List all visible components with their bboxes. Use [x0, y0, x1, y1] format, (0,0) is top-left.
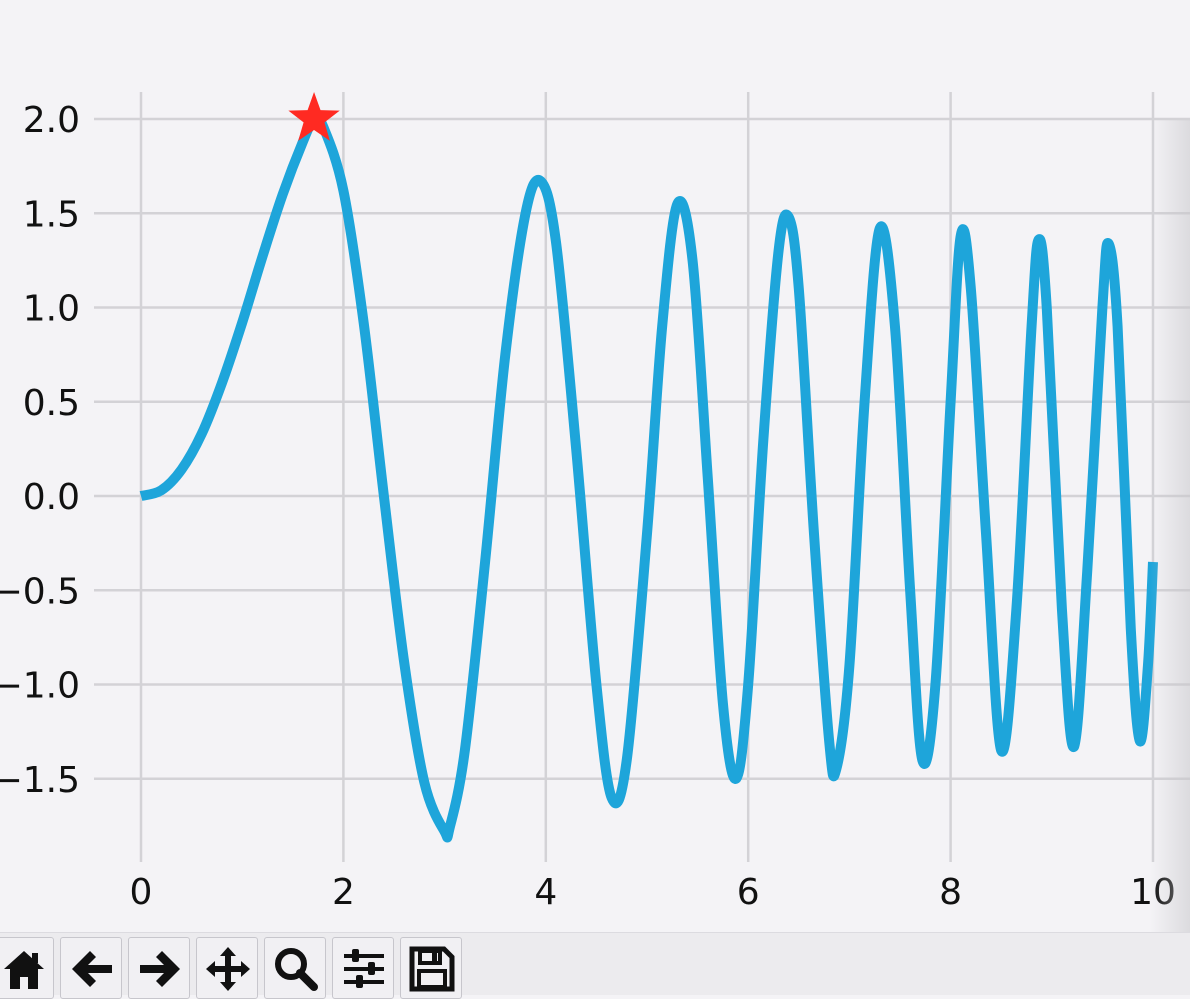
forward-button[interactable]: [128, 937, 190, 999]
back-button[interactable]: [60, 937, 122, 999]
zoom-button[interactable]: [264, 937, 326, 999]
x-tick-label: 8: [939, 872, 962, 913]
plot-area: 02468102.01.51.00.50.0−0.5−1.0−1.5: [0, 92, 1190, 932]
arrow-right-icon: [140, 951, 180, 987]
series-layer: [139, 112, 1158, 843]
arrow-left-icon: [72, 951, 112, 987]
navigation-toolbar: [0, 932, 1190, 999]
magnifier-icon: [275, 948, 318, 991]
star-marker: [288, 92, 340, 141]
y-tick-label: 1.5: [23, 194, 80, 235]
home-icon: [4, 951, 44, 989]
x-tick-label: 2: [332, 872, 355, 913]
panel-edge-shadow: [1150, 120, 1190, 932]
series-line: [139, 112, 1158, 843]
y-tick-label: 2.0: [23, 100, 80, 141]
y-tick-label: −1.0: [0, 666, 80, 707]
line-chart: 02468102.01.51.00.50.0−0.5−1.0−1.5: [0, 92, 1190, 913]
subplots-button[interactable]: [332, 937, 394, 999]
move-icon: [206, 947, 250, 991]
axis-ticks: 02468102.01.51.00.50.0−0.5−1.0−1.5: [0, 100, 1176, 913]
x-tick-label: 6: [737, 872, 760, 913]
marker-layer: [288, 92, 340, 141]
y-tick-label: −1.5: [0, 760, 80, 801]
x-tick-label: 0: [130, 872, 153, 913]
pan-button[interactable]: [196, 937, 258, 999]
y-tick-label: 0.0: [23, 477, 80, 518]
x-tick-label: 4: [534, 872, 557, 913]
y-tick-label: −0.5: [0, 571, 80, 612]
sliders-icon: [344, 949, 384, 988]
floppy-disk-icon: [409, 946, 455, 992]
save-button[interactable]: [400, 937, 462, 999]
y-tick-label: 1.0: [23, 289, 80, 330]
home-button[interactable]: [0, 937, 54, 999]
y-tick-label: 0.5: [23, 383, 80, 424]
